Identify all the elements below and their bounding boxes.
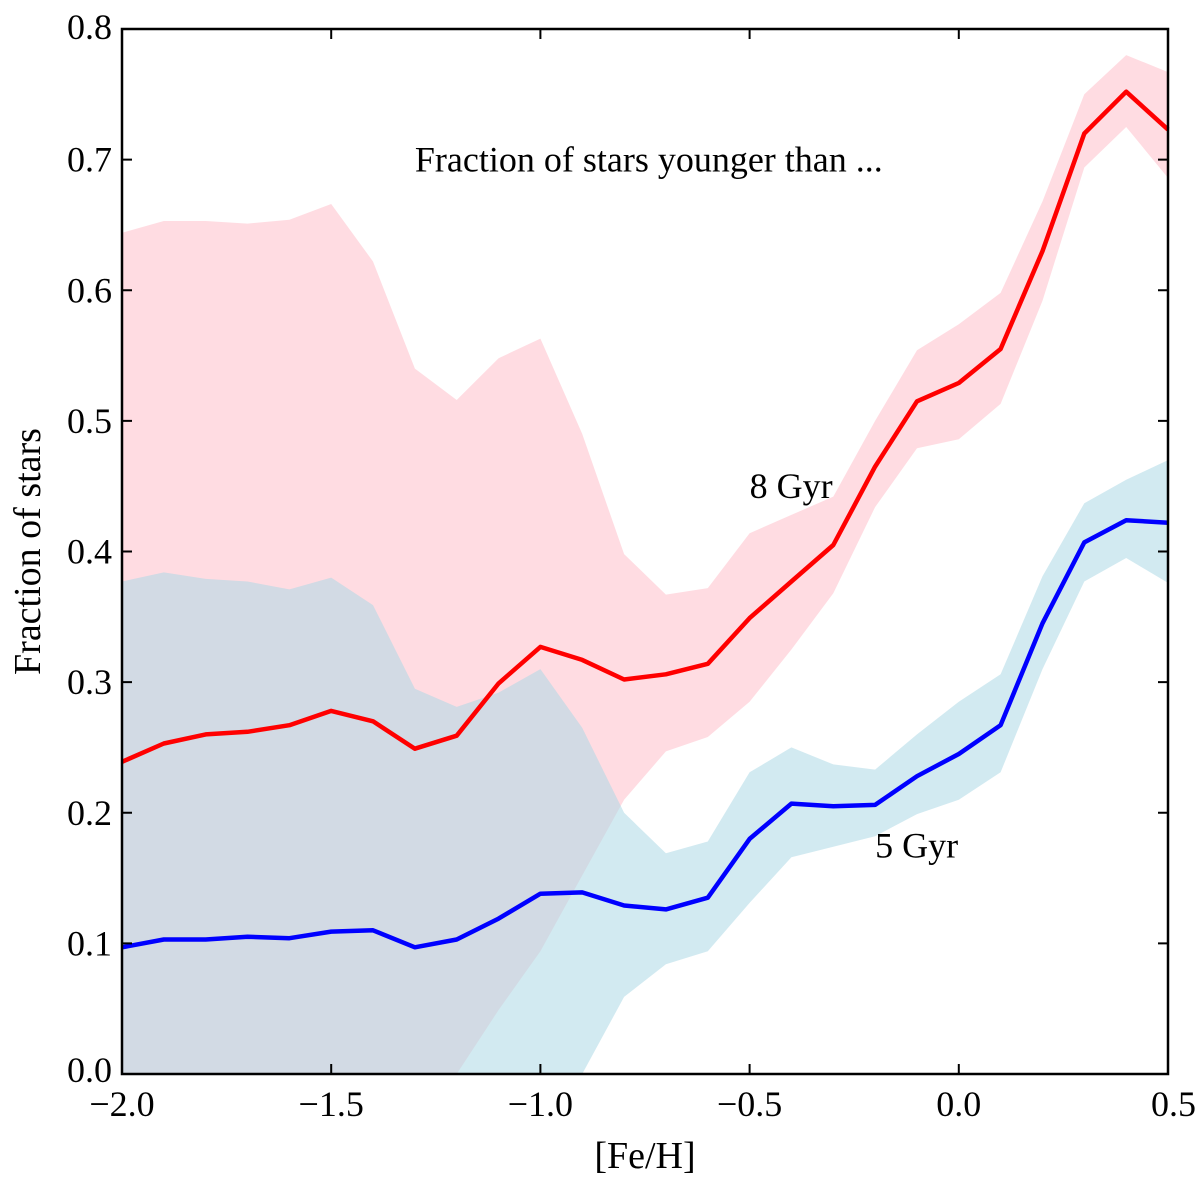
x-tick-label: −0.5 (717, 1084, 782, 1124)
annotation: Fraction of stars younger than ... (415, 140, 883, 180)
line-5-gyr (121, 517, 1169, 950)
y-tick-label: 0.2 (67, 793, 112, 833)
y-tick-label: 0.8 (67, 7, 112, 47)
x-tick-label: −1.5 (299, 1084, 364, 1124)
y-tick-label: 0.7 (67, 140, 112, 180)
tick-labels: −2.0 −1.5 −1.0 −0.5 0.0 0.5 0.0 0.1 0.2 0.3 0.4 0.5… (67, 7, 1196, 1124)
plot-frame (120, 27, 1170, 1076)
x-tick-label: −2.0 (89, 1084, 154, 1124)
line-8-gyr (121, 89, 1170, 764)
y-tick-label: 0.3 (67, 662, 112, 702)
y-tick-label: 0.1 (67, 923, 112, 963)
series-lines (121, 89, 1170, 950)
annotation: 5 Gyr (875, 825, 958, 865)
x-axis-label: [Fe/H] (594, 1135, 695, 1177)
x-tick-label: 0.0 (936, 1084, 981, 1124)
y-tick-label: 0.6 (67, 270, 112, 310)
x-tick-label: −1.0 (508, 1084, 573, 1124)
y-tick-label: 0.5 (67, 401, 112, 441)
error-bands (122, 55, 1168, 1075)
annotations: Fraction of stars younger than ... 8 Gyr 5… (415, 140, 958, 866)
band-5-gyr (122, 460, 1168, 1075)
y-tick-label: 0.4 (67, 532, 112, 572)
y-tick-label: 0.0 (67, 1050, 112, 1090)
annotation: 8 Gyr (750, 466, 833, 506)
y-axis-label: Fraction of stars (7, 428, 49, 675)
x-tick-label: 0.5 (1151, 1084, 1196, 1124)
